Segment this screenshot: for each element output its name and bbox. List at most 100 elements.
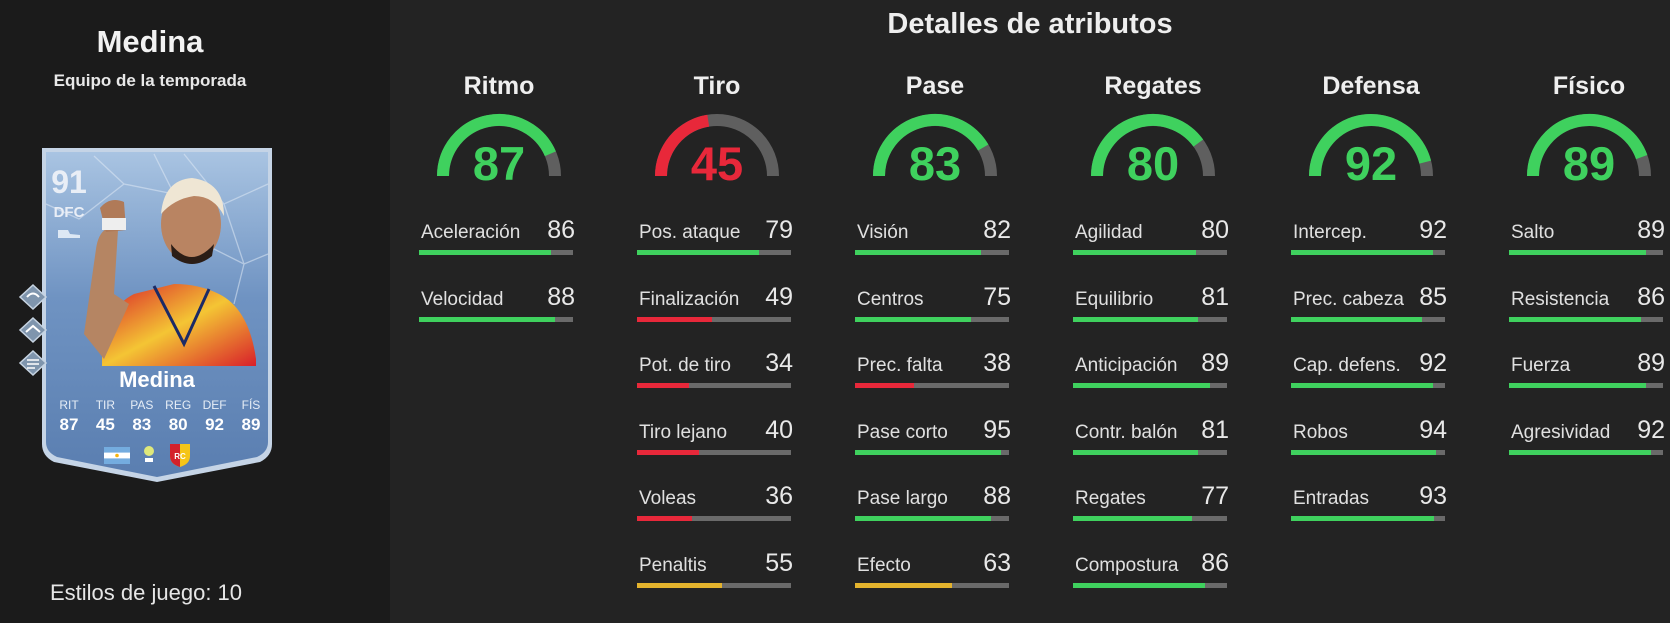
category-5: Defensa 92 Intercep. 92 Prec. cabeza 85 Cap. d…: [1291, 72, 1451, 521]
attribute-label: Contr. balón: [1075, 421, 1178, 443]
attribute-bar-fill: [1291, 516, 1435, 521]
attribute-label: Fuerza: [1511, 355, 1571, 376]
category-value: 92: [1344, 137, 1398, 190]
attribute-bar-fill: [855, 250, 982, 255]
attribute-row: Regates 77: [1073, 482, 1233, 532]
attribute-value: 85: [1419, 282, 1447, 311]
attribute-value: 77: [1201, 482, 1229, 510]
attribute-bar: [855, 383, 1009, 388]
attribute-row: Velocidad 88: [419, 283, 579, 333]
attribute-bar-fill: [637, 582, 722, 588]
attribute-row: Voleas 36: [637, 482, 797, 532]
attribute-row: Salto 89: [1509, 216, 1669, 266]
category-gauge: 80: [1073, 110, 1233, 194]
card-stat-label: DEF: [202, 398, 227, 412]
attribute-row: Pase corto 95: [855, 416, 1015, 466]
card-stat-label: REG: [165, 398, 192, 412]
gauge-fill: [1527, 114, 1648, 177]
attribute-row: Agresividad 92: [1509, 416, 1669, 466]
attribute-row: Pase largo 88: [855, 482, 1015, 532]
attribute-value: 75: [983, 282, 1011, 311]
attributes-title: Detalles de atributos: [887, 8, 1173, 40]
attribute-label: Equilibrio: [1075, 288, 1154, 310]
attribute-label: Pot. de tiro: [639, 355, 731, 376]
card-position: DFC: [53, 204, 85, 221]
attribute-value: 49: [765, 282, 793, 311]
card-stat: TIR 45: [88, 398, 122, 435]
card-stat-label: TIR: [95, 398, 116, 412]
attribute-value: 94: [1419, 415, 1447, 444]
attribute-value: 88: [983, 482, 1011, 510]
attribute-bar: [1291, 449, 1445, 455]
playstyle-2-icon[interactable]: [18, 316, 48, 344]
attribute-bar: [855, 516, 1009, 521]
attribute-label: Penaltis: [639, 554, 707, 576]
player-card[interactable]: 91 DFC Medina RIT 87 TIR 45 PAS 83 REG 8…: [34, 144, 280, 484]
category-3: Pase 83 Visión 82 Centros 75 Prec. falta 38 Pase…: [855, 72, 1015, 588]
attribute-bar: [855, 449, 1009, 455]
card-stat-label: FÍS: [241, 398, 261, 412]
attribute-bar-fill: [419, 250, 552, 255]
attribute-row: Pot. de tiro 34: [637, 349, 797, 399]
category-title: Tiro: [693, 72, 741, 100]
attribute-row: Cap. defens. 92: [1291, 349, 1451, 399]
attribute-row: Prec. falta 38: [855, 349, 1015, 399]
attribute-bar-fill: [1073, 449, 1198, 455]
playstyles-count[interactable]: Estilos de juego: 10: [50, 580, 243, 605]
attribute-row: Pos. ataque 79: [637, 216, 797, 266]
attribute-bar: [855, 316, 1009, 322]
attribute-bar: [1291, 383, 1445, 388]
attribute-bar: [637, 383, 791, 388]
category-gauge: 87: [419, 110, 579, 194]
card-stat: REG 80: [161, 398, 195, 435]
attribute-bar-fill: [1509, 250, 1647, 255]
attribute-label: Pase corto: [857, 421, 948, 443]
attribute-label: Prec. falta: [857, 355, 943, 376]
attribute-label: Aceleración: [421, 222, 521, 243]
attribute-bar: [1073, 383, 1227, 388]
ligue1-logo-icon: [144, 446, 154, 462]
card-badges: RC: [104, 442, 192, 468]
card-stat: DEF 92: [198, 398, 232, 435]
attribute-bar-fill: [1291, 316, 1422, 322]
attribute-bar: [855, 250, 1009, 255]
attribute-bar: [1291, 516, 1445, 521]
category-2: Tiro 45 Pos. ataque 79 Finalización 49 Pot. de…: [637, 72, 797, 588]
attribute-label: Resistencia: [1511, 288, 1610, 310]
attribute-bar: [1509, 316, 1663, 322]
attribute-label: Salto: [1511, 222, 1555, 243]
category-value: 45: [690, 137, 744, 190]
attribute-bar: [1509, 449, 1663, 455]
attribute-label: Regates: [1075, 488, 1146, 509]
attribute-value: 93: [1419, 482, 1447, 510]
category-6: Físico 89 Salto 89 Resistencia 86 Fuerza 89 Agre…: [1509, 72, 1669, 455]
category-1: Ritmo 87 Aceleración 86 Velocidad 88: [419, 72, 579, 322]
category-value: 89: [1562, 137, 1616, 190]
attribute-row: Tiro lejano 40: [637, 416, 797, 466]
attribute-label: Prec. cabeza: [1293, 288, 1404, 310]
attribute-label: Agresividad: [1511, 421, 1611, 443]
attribute-label: Robos: [1293, 421, 1348, 443]
attribute-row: Fuerza 89: [1509, 349, 1669, 399]
attribute-label: Tiro lejano: [639, 421, 728, 443]
gauge-arc: [1091, 114, 1215, 177]
category-title: Ritmo: [463, 72, 535, 100]
attribute-row: Entradas 93: [1291, 482, 1451, 532]
attribute-row: Agilidad 80: [1073, 216, 1233, 266]
attribute-value: 81: [1201, 282, 1229, 311]
attribute-bar: [1291, 250, 1445, 255]
category-title: Físico: [1552, 72, 1626, 100]
attribute-bar-fill: [1509, 383, 1647, 388]
attribute-bar-fill: [855, 582, 953, 588]
playstyle-1-icon[interactable]: [18, 283, 48, 311]
attribute-value: 92: [1637, 415, 1665, 444]
attribute-value: 89: [1637, 349, 1665, 377]
attribute-bar: [419, 316, 573, 322]
player-subtitle: Equipo de la temporada: [53, 71, 247, 90]
gauge-fill: [655, 114, 710, 177]
attribute-row: Prec. cabeza 85: [1291, 283, 1451, 333]
attribute-label: Intercep.: [1293, 222, 1367, 243]
card-stats: RIT 87 TIR 45 PAS 83 REG 80 DEF 92 FÍS 8…: [52, 398, 268, 435]
playstyle-3-icon[interactable]: [18, 349, 48, 377]
attribute-row: Visión 82: [855, 216, 1015, 266]
